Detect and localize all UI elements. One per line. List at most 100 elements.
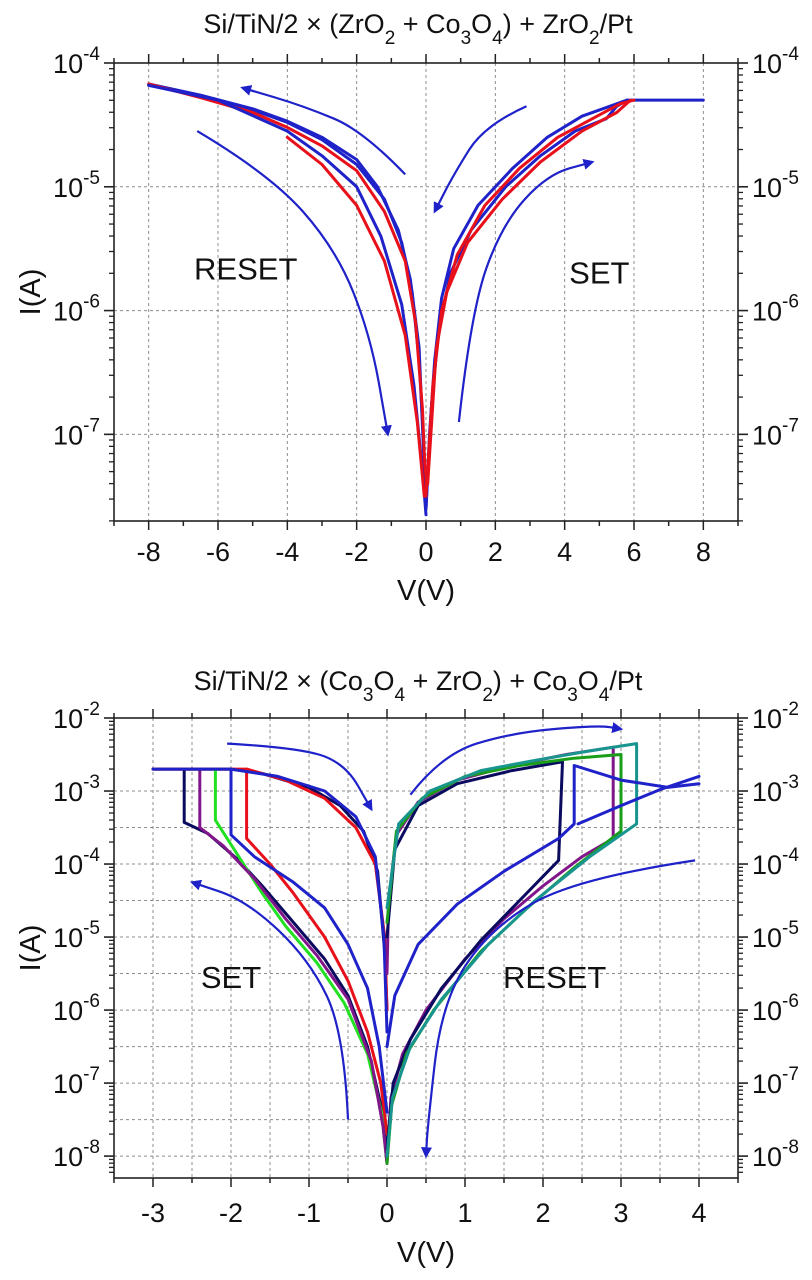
series-line <box>151 767 389 1136</box>
title-subscript: 2 <box>589 28 600 49</box>
annotation-label: RESET <box>194 252 297 287</box>
y-tick-exponent: -8 <box>83 1137 100 1158</box>
y-tick-base: 10 <box>752 1069 782 1099</box>
y-tick-label-right: 10-7 <box>752 415 799 450</box>
sweep-arrow <box>420 859 696 1159</box>
y-tick-label: 10-7 <box>53 1064 100 1099</box>
title-subscript: 2 <box>482 685 493 706</box>
sweep-arrow <box>409 722 624 796</box>
y-tick-label-right: 10-8 <box>752 1137 799 1172</box>
y-tick-label: 10-6 <box>53 292 100 327</box>
series-line <box>229 767 389 1034</box>
title-text: O <box>471 9 492 39</box>
title-text: ) + Co <box>493 666 567 696</box>
y-tick-exponent: -6 <box>782 991 799 1012</box>
y-tick-base: 10 <box>752 923 782 953</box>
y-tick-exponent: -5 <box>83 918 100 939</box>
y-tick-exponent: -8 <box>782 1137 799 1158</box>
sweep-arrow <box>227 742 373 812</box>
y-tick-label: 10-5 <box>53 168 100 203</box>
y-tick-exponent: -7 <box>782 1064 799 1085</box>
y-tick-base: 10 <box>53 1142 83 1172</box>
sweep-arrow <box>240 85 406 176</box>
series-group <box>151 742 701 1165</box>
x-axis-label: V(V) <box>397 575 455 607</box>
y-tick-base: 10 <box>53 420 83 450</box>
series-line <box>424 98 636 498</box>
series-line <box>426 98 632 486</box>
y-tick-exponent: -6 <box>782 292 799 313</box>
y-tick-base: 10 <box>752 704 782 734</box>
x-tick-label: -4 <box>275 537 299 567</box>
x-tick-label: 2 <box>535 1198 550 1228</box>
y-tick-base: 10 <box>53 777 83 807</box>
chart-bottom: Si/TiN/2 × (Co3O4 + ZrO2) + Co3O4/Pt-3 -2… <box>15 666 799 1269</box>
series-line <box>198 767 389 1165</box>
title-subscript: 4 <box>395 685 406 706</box>
y-tick-base: 10 <box>53 1069 83 1099</box>
x-tick-label: 2 <box>488 537 503 567</box>
y-tick-base: 10 <box>752 297 782 327</box>
series-line <box>385 745 615 1165</box>
title-subscript: 2 <box>385 28 396 49</box>
y-tick-base: 10 <box>752 173 782 203</box>
title-text: Si/TiN/2 × (Co <box>194 666 363 696</box>
x-tick-label: 6 <box>626 537 641 567</box>
x-tick-label: 0 <box>418 537 433 567</box>
annotation-label: SET <box>569 255 629 290</box>
y-tick-label: 10-7 <box>53 415 100 450</box>
series-line <box>576 774 701 826</box>
y-tick-exponent: -3 <box>83 772 100 793</box>
series-line <box>285 135 426 498</box>
sweep-arrow <box>189 879 350 1120</box>
x-tick-label: 3 <box>613 1198 628 1228</box>
y-tick-exponent: -4 <box>782 845 799 866</box>
y-tick-exponent: -2 <box>83 699 100 720</box>
title-text: + Co <box>395 9 460 39</box>
y-tick-base: 10 <box>53 923 83 953</box>
y-tick-base: 10 <box>752 777 782 807</box>
y-tick-base: 10 <box>752 49 782 79</box>
series-line <box>385 742 639 1158</box>
title-subscript: 3 <box>363 685 374 706</box>
y-tick-label: 10-4 <box>53 845 100 880</box>
y-tick-base: 10 <box>752 850 782 880</box>
y-tick-base: 10 <box>53 850 83 880</box>
chart-title: Si/TiN/2 × (ZrO2 + Co3O4) + ZrO2/Pt <box>203 9 633 49</box>
y-tick-base: 10 <box>752 1142 782 1172</box>
title-subscript: 4 <box>599 685 610 706</box>
x-tick-label: 4 <box>557 537 572 567</box>
y-tick-base: 10 <box>53 49 83 79</box>
y-tick-label: 10-3 <box>53 772 100 807</box>
y-tick-label: 10-4 <box>53 44 100 79</box>
title-subscript: 3 <box>461 28 472 49</box>
title-text: Si/TiN/2 × (ZrO <box>203 9 384 39</box>
title-text: O <box>373 666 394 696</box>
y-tick-label-right: 10-6 <box>752 292 799 327</box>
x-tick-label: -8 <box>137 537 161 567</box>
x-tick-label: -2 <box>345 537 369 567</box>
y-tick-exponent: -2 <box>782 699 799 720</box>
y-tick-exponent: -7 <box>83 1064 100 1085</box>
y-tick-base: 10 <box>53 996 83 1026</box>
chart-title: Si/TiN/2 × (Co3O4 + ZrO2) + Co3O4/Pt <box>194 666 643 706</box>
y-tick-base: 10 <box>53 173 83 203</box>
y-tick-base: 10 <box>752 996 782 1026</box>
y-tick-exponent: -3 <box>782 772 799 793</box>
y-tick-label-right: 10-4 <box>752 44 799 79</box>
x-tick-label: -1 <box>297 1198 321 1228</box>
y-tick-base: 10 <box>752 420 782 450</box>
title-text: ) + ZrO <box>503 9 589 39</box>
x-tick-label: 4 <box>691 1198 706 1228</box>
x-tick-label: -3 <box>141 1198 165 1228</box>
title-subscript: 4 <box>492 28 503 49</box>
x-tick-label: 0 <box>379 1198 394 1228</box>
x-tick-label: 8 <box>696 537 711 567</box>
y-axis-label: I(A) <box>15 925 47 972</box>
y-tick-label: 10-5 <box>53 918 100 953</box>
y-tick-label-right: 10-3 <box>752 772 799 807</box>
title-text: /Pt <box>609 666 643 696</box>
x-tick-label: -2 <box>219 1198 243 1228</box>
y-tick-exponent: -4 <box>782 44 799 65</box>
